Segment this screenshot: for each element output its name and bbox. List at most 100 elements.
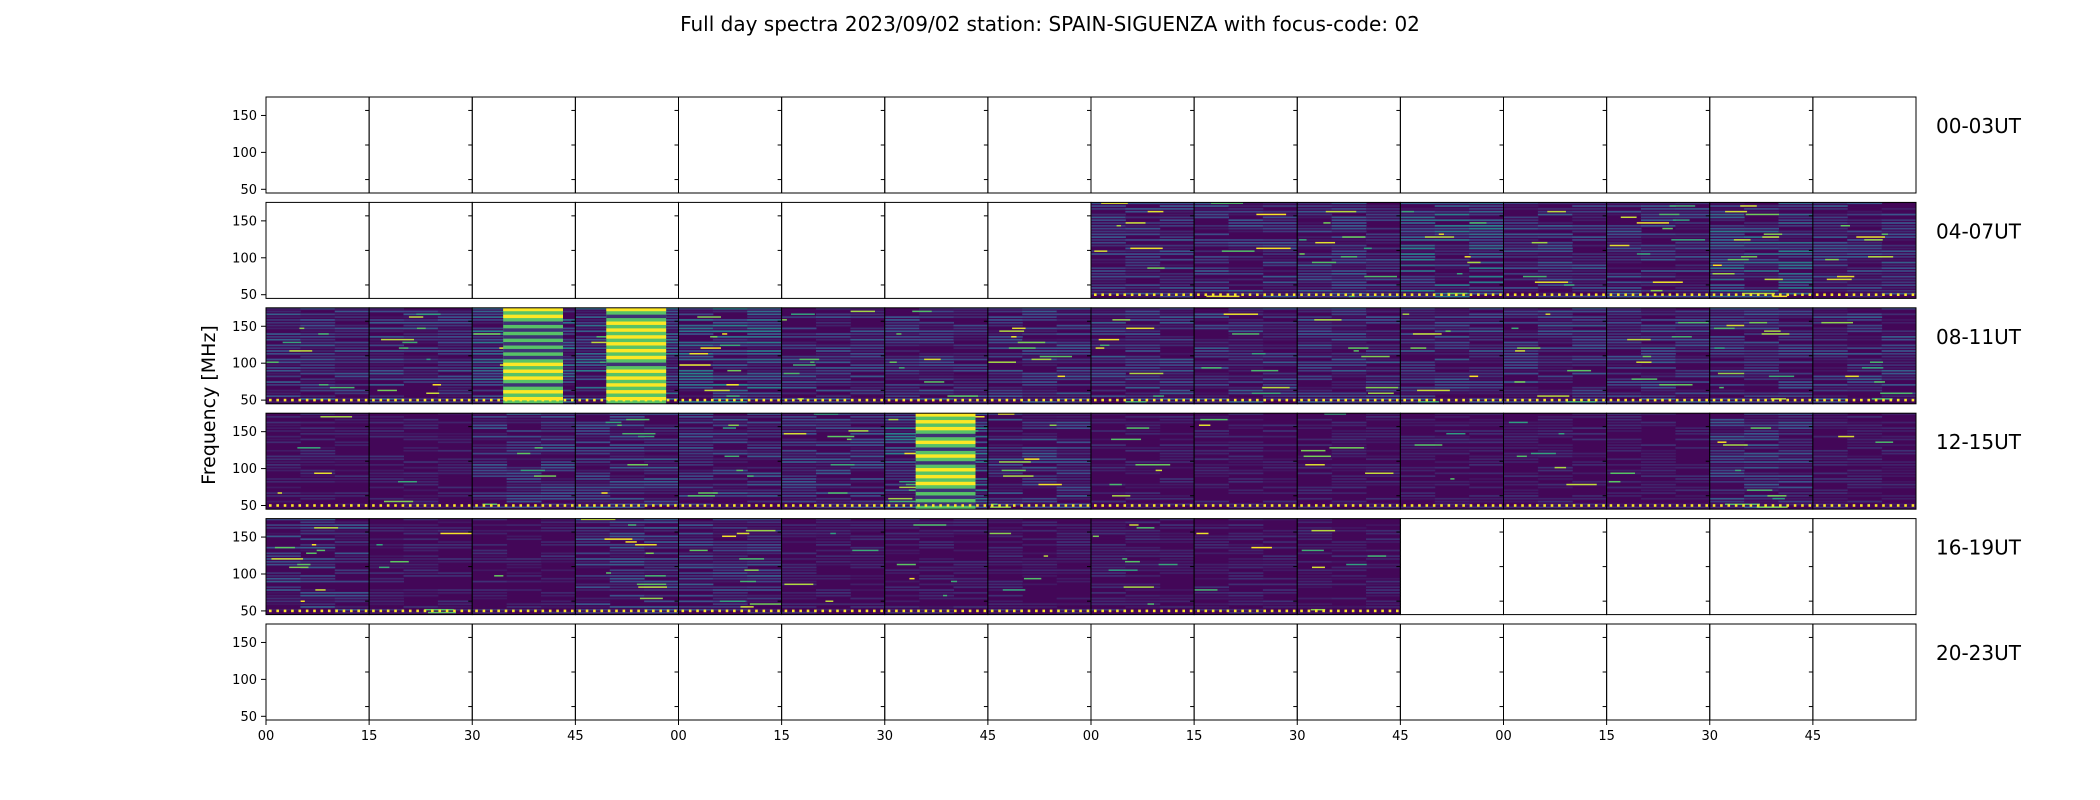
baseline-marker	[320, 398, 324, 402]
spectrum-streak	[1567, 369, 1592, 372]
spectrum-band	[987, 452, 1023, 455]
spectrum-band	[1537, 333, 1573, 335]
baseline-marker	[954, 398, 957, 402]
baseline-marker	[902, 398, 906, 402]
spectrum-band	[1194, 386, 1229, 389]
baseline-marker	[1175, 398, 1178, 402]
spectrum-panel	[781, 307, 886, 404]
spectrum-band	[1778, 427, 1814, 430]
spectrum-band	[1537, 486, 1573, 489]
spectrum-streak	[1126, 327, 1155, 330]
spectrum-band	[678, 355, 714, 358]
spectrum-band	[1022, 384, 1058, 386]
spectrum-band	[678, 575, 714, 577]
spectrum-band	[266, 466, 301, 469]
spectrum-band	[1262, 227, 1298, 230]
spectrum-streak	[1125, 222, 1146, 224]
spectrum-band	[1297, 369, 1333, 372]
saturated-stripe	[915, 468, 976, 472]
spectrum-band	[403, 398, 439, 400]
spectrum-band	[1469, 355, 1504, 358]
spectrum-band	[1228, 400, 1264, 403]
spectrum-band	[575, 378, 611, 381]
baseline-marker	[1543, 504, 1546, 507]
spectrum-band	[1606, 253, 1642, 255]
baseline-marker	[1675, 504, 1679, 507]
spectrum-streak	[1861, 367, 1884, 369]
spectrum-band	[1331, 395, 1367, 398]
spectrum-band	[1812, 330, 1848, 333]
baseline-marker	[379, 504, 383, 507]
spectrum-band	[1297, 398, 1333, 400]
spectrum-band	[334, 529, 370, 532]
spectrum-band	[1056, 378, 1092, 381]
y-tick-label: 50	[240, 604, 257, 619]
spectrum-band	[1125, 338, 1161, 341]
panel-frame	[1709, 96, 1814, 194]
spectrum-band	[1606, 210, 1642, 213]
spectrum-band	[1606, 424, 1642, 427]
spectrum-band	[1297, 472, 1333, 475]
spectrum-band	[1159, 316, 1195, 318]
spectrum-streak	[990, 503, 998, 506]
spectrum-band	[1022, 486, 1058, 489]
spectrum-band	[369, 316, 404, 318]
spectrum-band	[1675, 208, 1711, 210]
spectrum-streak	[1232, 333, 1260, 335]
spectrum-band	[1159, 244, 1195, 247]
spectrum-streak	[1837, 275, 1855, 278]
spectrum-panel	[1709, 413, 1814, 510]
spectrum-band	[1400, 321, 1436, 324]
spectrum-band	[1228, 310, 1264, 313]
spectrum-band	[1606, 378, 1642, 381]
spectrum-band	[987, 324, 1023, 327]
spectrum-band	[781, 535, 817, 538]
spectrum-band	[1056, 400, 1092, 403]
spectrum-band	[644, 500, 679, 503]
baseline-marker	[519, 504, 523, 507]
baseline-marker	[710, 504, 714, 507]
spectrum-band	[1641, 324, 1676, 327]
spectrum-band	[1537, 358, 1573, 361]
spectrum-band	[300, 361, 336, 364]
spectrum-band	[678, 310, 714, 313]
spectrum-band	[712, 572, 748, 574]
spectrum-band	[1847, 438, 1883, 441]
spectrum-band	[1434, 289, 1470, 292]
spectrum-band	[1194, 233, 1229, 236]
baseline-marker	[291, 398, 294, 402]
spectrum-band	[1537, 284, 1573, 286]
spectrum-band	[1194, 444, 1229, 446]
spectrum-band	[403, 427, 439, 430]
spectrum-band	[1641, 413, 1676, 415]
spectrum-band	[266, 580, 301, 583]
spectrum-band	[1881, 435, 1917, 438]
baseline-marker	[1491, 504, 1495, 507]
spectrum-band	[1434, 358, 1470, 361]
spectrum-band	[506, 572, 542, 574]
spectrum-band	[1091, 316, 1126, 318]
spectrum-band	[541, 483, 576, 486]
spectrum-band	[1881, 275, 1917, 278]
spectrum-band	[919, 375, 954, 378]
spectrum-streak	[1717, 372, 1745, 375]
spectrum-band	[1881, 258, 1917, 261]
baseline-marker	[1550, 504, 1554, 507]
spectrum-band	[747, 546, 783, 549]
spectrum-band	[1881, 444, 1917, 446]
spectrum-band	[506, 416, 542, 418]
spectrum-band	[1228, 241, 1264, 244]
spectrum-band	[712, 375, 748, 378]
spectrum-band	[1537, 292, 1573, 295]
spectrum-streak	[899, 486, 923, 489]
spectrum-band	[1847, 492, 1883, 494]
spectrum-band	[987, 395, 1023, 398]
baseline-marker	[534, 609, 537, 613]
spectrum-band	[1331, 449, 1367, 452]
spectrum-band	[816, 418, 851, 421]
spectrum-band	[472, 589, 508, 591]
spectrum-band	[781, 580, 817, 583]
spectrum-band	[1641, 449, 1676, 452]
saturated-stripe	[503, 307, 563, 312]
baseline-marker	[1477, 504, 1480, 507]
